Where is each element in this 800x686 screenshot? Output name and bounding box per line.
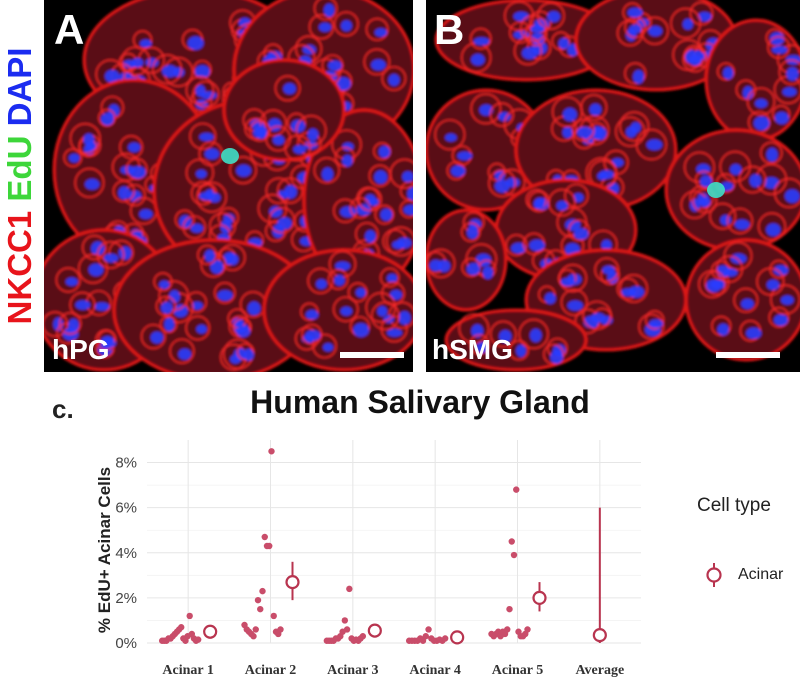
x-tick-label: Acinar 5 xyxy=(492,663,543,678)
data-point xyxy=(441,635,449,642)
y-tick-label: 4% xyxy=(115,545,137,562)
data-point xyxy=(194,636,202,643)
tissue-texture xyxy=(44,0,413,372)
data-point xyxy=(252,626,259,633)
edu-scatter-chart: 0%2%4%6%8% Acinar 1 Acinar 2 Acinar 3 Acina… xyxy=(95,440,722,678)
data-point xyxy=(513,486,520,493)
data-point xyxy=(261,533,268,541)
panel-b-micrograph: B hSMG xyxy=(426,0,800,372)
x-tick-label: Acinar 4 xyxy=(409,663,460,678)
x-axis-ticks: Acinar 1 Acinar 2 Acinar 3 Acinar 4 Acinar 5… xyxy=(162,663,624,678)
stain-edu: EdU xyxy=(1,135,38,202)
data-point xyxy=(254,596,262,604)
panel-a-letter: A xyxy=(54,6,85,53)
mean-marker xyxy=(532,590,547,605)
x-tick-label: Acinar 2 xyxy=(245,663,296,678)
chart-title: Human Salivary Gland xyxy=(250,384,590,420)
data-point xyxy=(510,551,518,559)
legend-acinar-label: Acinar xyxy=(738,566,784,583)
mean-marker xyxy=(367,623,382,638)
data-point xyxy=(266,542,273,550)
mean-marker xyxy=(592,628,607,643)
y-axis-label: % EdU+ Acinar Cells xyxy=(95,467,114,633)
panel-a-image xyxy=(44,0,413,372)
data-point xyxy=(341,617,349,624)
mean-marker xyxy=(285,575,300,590)
data-point xyxy=(186,612,193,620)
data-point xyxy=(359,633,367,640)
panel-a-scale-bar xyxy=(340,352,404,358)
panel-b-tag: hSMG xyxy=(432,334,513,365)
data-point xyxy=(257,605,264,613)
y-tick-label: 0% xyxy=(115,635,137,652)
panel-b-image xyxy=(426,0,800,372)
data-point xyxy=(504,626,511,633)
data-point xyxy=(268,448,275,455)
chart-grid xyxy=(147,440,641,644)
data-point xyxy=(508,538,515,545)
y-tick-label: 8% xyxy=(115,455,137,472)
stain-label: NKCC1 EdU DAPI xyxy=(0,0,40,372)
mean-markers xyxy=(203,507,607,645)
data-point xyxy=(506,605,513,613)
panel-a-micrograph: A hPG xyxy=(44,0,413,372)
data-points xyxy=(158,448,531,644)
data-point xyxy=(277,626,284,633)
x-tick-label: Acinar 1 xyxy=(162,663,213,678)
stain-label-text: NKCC1 EdU DAPI xyxy=(1,48,39,325)
y-tick-label: 2% xyxy=(115,590,137,607)
data-point xyxy=(259,587,266,595)
panel-b-scale-bar xyxy=(716,352,780,358)
data-point xyxy=(178,624,185,631)
mean-marker xyxy=(450,630,465,645)
y-tick-label: 6% xyxy=(115,500,137,517)
panel-b-letter: B xyxy=(434,6,465,53)
x-tick-label: Average xyxy=(575,663,624,678)
data-point xyxy=(524,626,531,633)
legend-mean-marker xyxy=(706,567,722,583)
legend-acinar-key xyxy=(706,563,722,587)
panel-c-label: c. xyxy=(52,394,74,424)
legend-title: Cell type xyxy=(697,495,771,516)
panel-a-tag: hPG xyxy=(52,334,110,365)
edu-positive-nucleus xyxy=(221,148,239,164)
data-point xyxy=(425,626,432,633)
data-point xyxy=(270,612,277,620)
data-point xyxy=(346,585,353,593)
edu-positive-nucleus xyxy=(707,182,725,198)
data-point xyxy=(250,633,257,640)
x-tick-label: Acinar 3 xyxy=(327,663,378,678)
data-point xyxy=(343,626,351,633)
y-axis-ticks: 0% 2% 4% 6% 8% xyxy=(115,455,137,652)
stain-nkcc1: NKCC1 xyxy=(1,210,38,325)
tissue-texture xyxy=(426,0,800,372)
mean-marker xyxy=(203,624,218,639)
stain-dapi: DAPI xyxy=(1,47,38,127)
data-point xyxy=(422,633,429,640)
